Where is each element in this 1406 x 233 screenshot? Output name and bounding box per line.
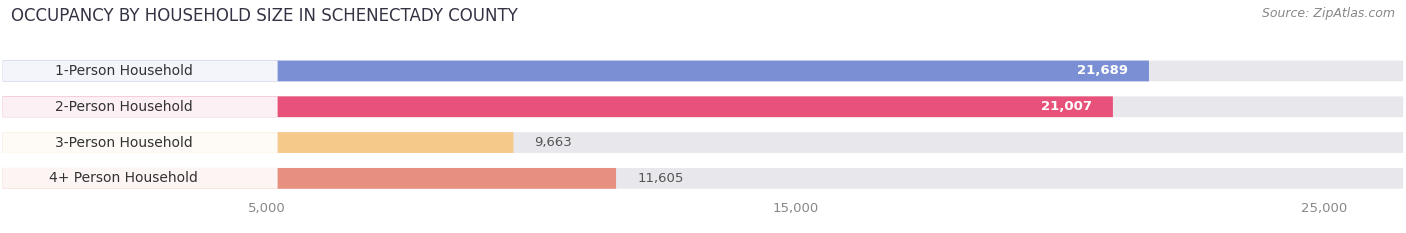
Text: 11,605: 11,605 — [637, 172, 683, 185]
FancyBboxPatch shape — [3, 96, 1403, 117]
FancyBboxPatch shape — [3, 132, 277, 153]
Text: 21,007: 21,007 — [1040, 100, 1092, 113]
FancyBboxPatch shape — [3, 61, 1403, 81]
FancyBboxPatch shape — [3, 96, 1114, 117]
FancyBboxPatch shape — [3, 61, 277, 81]
FancyBboxPatch shape — [3, 168, 616, 189]
FancyBboxPatch shape — [3, 132, 1403, 153]
Text: 3-Person Household: 3-Person Household — [55, 136, 193, 150]
Text: OCCUPANCY BY HOUSEHOLD SIZE IN SCHENECTADY COUNTY: OCCUPANCY BY HOUSEHOLD SIZE IN SCHENECTA… — [11, 7, 519, 25]
FancyBboxPatch shape — [3, 168, 277, 189]
FancyBboxPatch shape — [3, 61, 1149, 81]
Text: 21,689: 21,689 — [1077, 65, 1128, 77]
Text: 4+ Person Household: 4+ Person Household — [49, 171, 198, 185]
Text: 2-Person Household: 2-Person Household — [55, 100, 193, 114]
FancyBboxPatch shape — [3, 132, 513, 153]
Text: 9,663: 9,663 — [534, 136, 572, 149]
FancyBboxPatch shape — [3, 96, 277, 117]
Text: Source: ZipAtlas.com: Source: ZipAtlas.com — [1261, 7, 1395, 20]
Text: 1-Person Household: 1-Person Household — [55, 64, 193, 78]
FancyBboxPatch shape — [3, 168, 1403, 189]
